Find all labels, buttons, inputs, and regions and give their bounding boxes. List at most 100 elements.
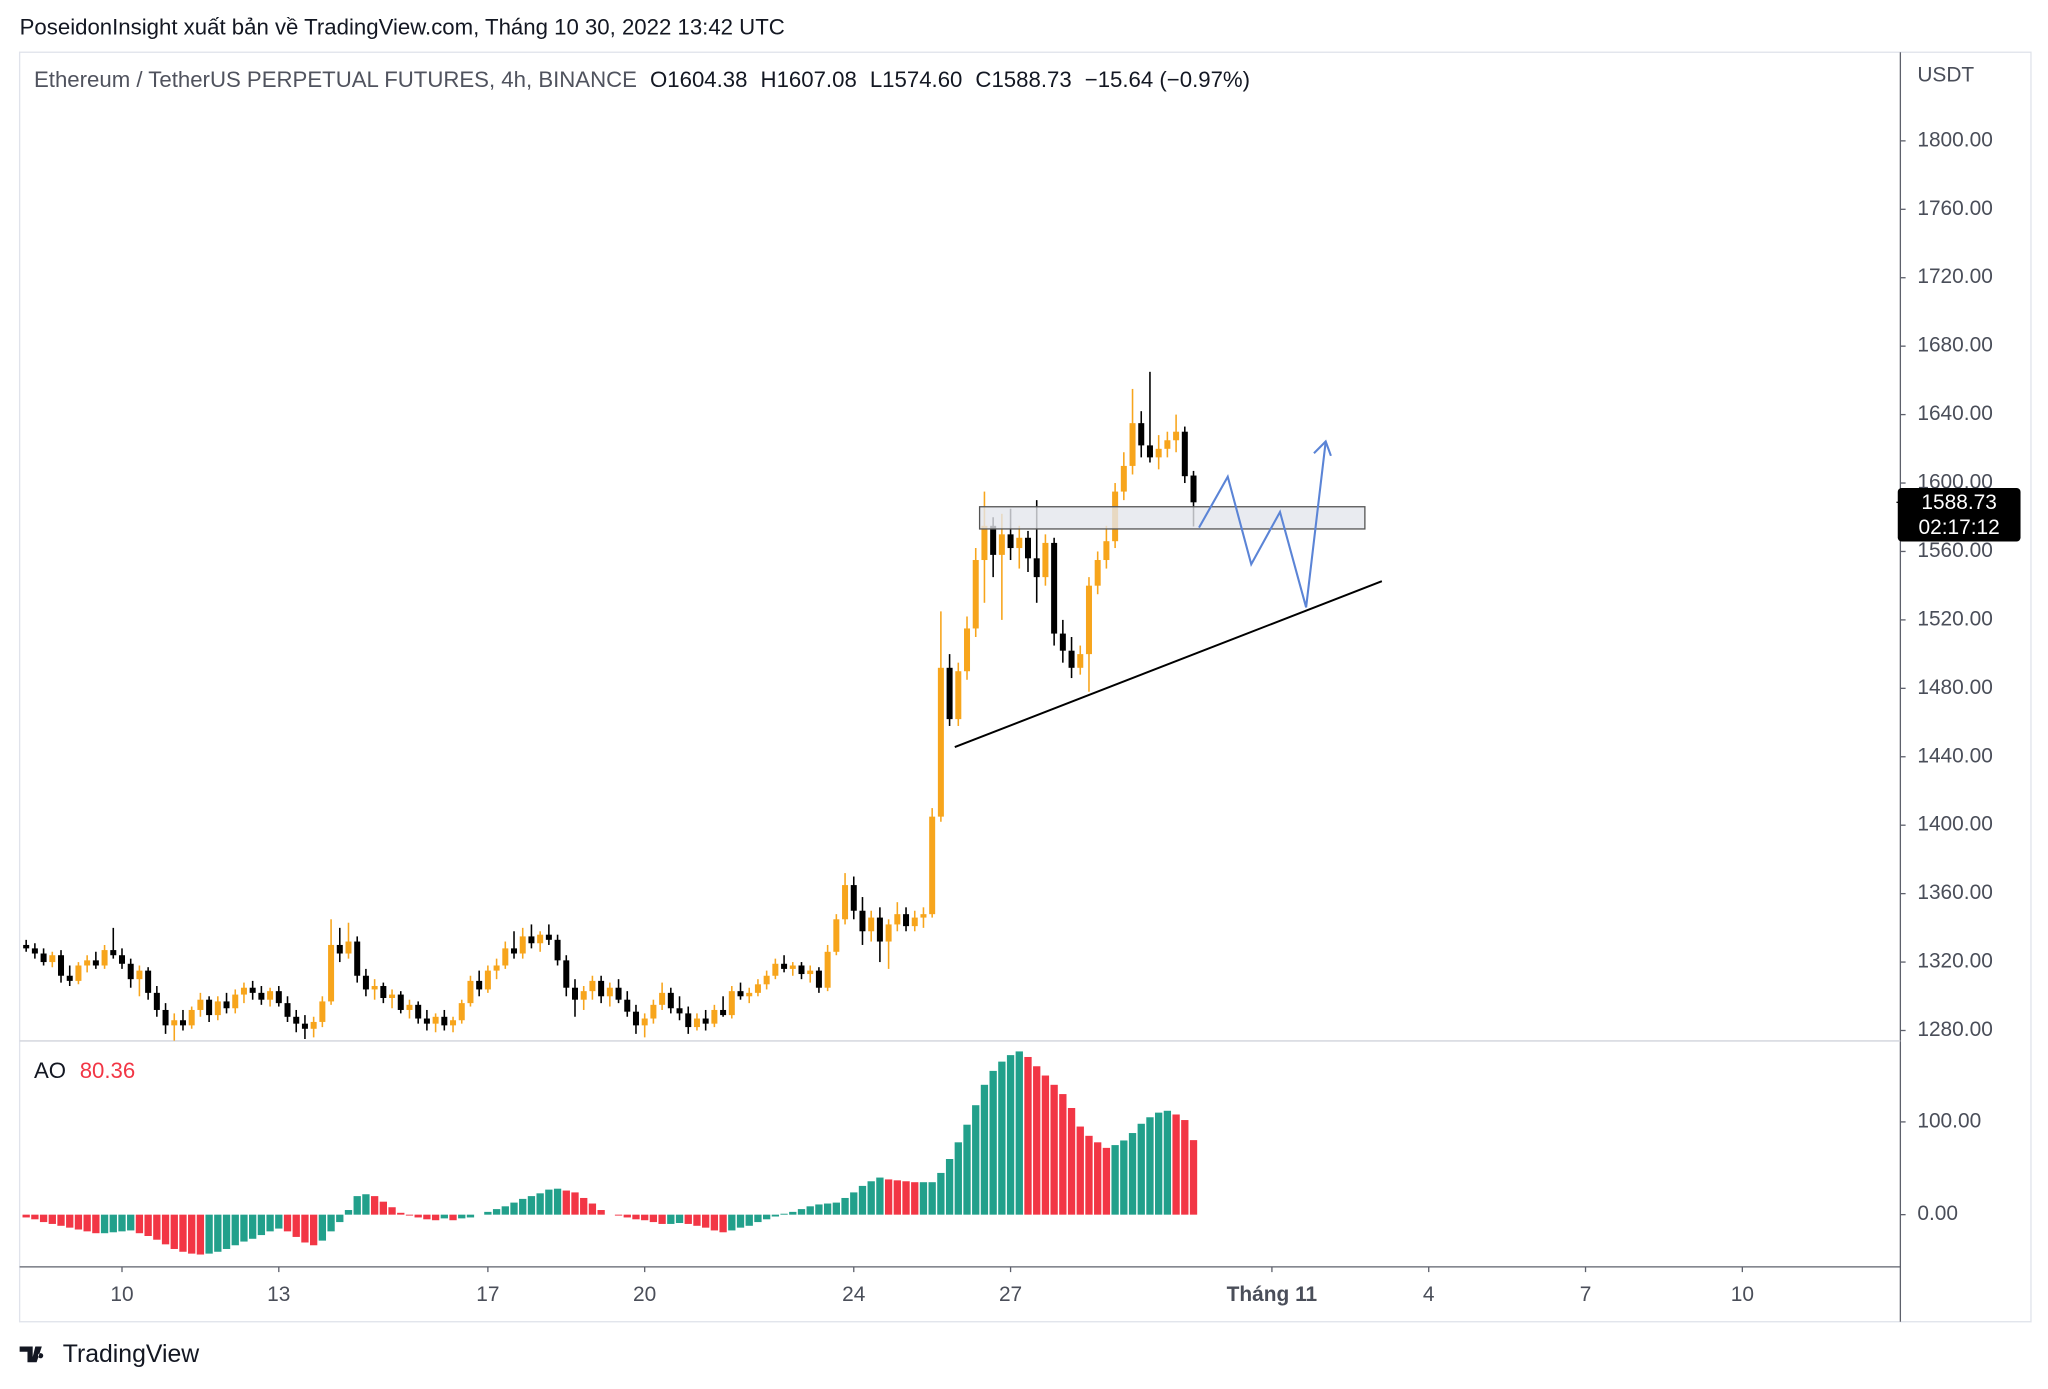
ao-bar [745, 1214, 753, 1226]
candle-body [197, 999, 204, 1010]
ao-bar [823, 1203, 832, 1215]
ao-bar [919, 1182, 928, 1215]
candle-body [981, 525, 988, 561]
ao-bar [614, 1214, 623, 1216]
ao-bar [188, 1214, 196, 1254]
ao-bar [48, 1214, 56, 1224]
candle-body [850, 885, 857, 911]
ao-bar [127, 1214, 135, 1231]
ao-bar [266, 1214, 274, 1232]
ao-bar [841, 1197, 849, 1215]
candle-body [206, 999, 213, 1016]
y-tick-label: 1760.00 [1917, 197, 1992, 220]
ao-bar [388, 1207, 396, 1215]
y-tick-label: 1360.00 [1917, 881, 1992, 904]
ao-bar [1189, 1140, 1198, 1215]
ao-bar [1181, 1120, 1189, 1215]
candle-body [589, 980, 596, 992]
countdown: 02:17:12 [1919, 516, 2000, 539]
y-tick-label: 1560.00 [1917, 539, 1992, 562]
candle-body [1146, 445, 1153, 458]
y-tick-label: 1480.00 [1917, 676, 1992, 699]
ao-bar [972, 1105, 980, 1215]
ao-bar [231, 1214, 239, 1246]
legend: Ethereum / TetherUS PERPETUAL FUTURES, 4… [34, 67, 1250, 92]
candle-body [641, 1018, 648, 1026]
candle-body [23, 944, 30, 949]
ao-bar [510, 1202, 518, 1215]
ao-bar [762, 1214, 771, 1220]
ao-bar [309, 1214, 318, 1246]
y-tick-label: 1640.00 [1917, 402, 1992, 425]
ao-bar [1137, 1123, 1145, 1215]
ao-bar [928, 1182, 936, 1215]
candle-body [972, 560, 979, 629]
ao-bar [632, 1214, 640, 1220]
ohlc-label: H [761, 67, 777, 92]
ao-bar [884, 1179, 893, 1215]
y-tick-label: 1720.00 [1917, 265, 1992, 288]
candle-body [458, 1003, 465, 1021]
candle-body [1033, 558, 1040, 578]
candle-body [728, 991, 735, 1016]
ao-bar [161, 1214, 170, 1245]
ao-bar [222, 1214, 231, 1249]
ao-bar [1041, 1075, 1050, 1215]
ohlc-value: 1574.60 [882, 67, 962, 92]
candle-body [171, 1020, 178, 1026]
ao-bar [989, 1070, 997, 1215]
candle-body [580, 991, 587, 1000]
candle-body [885, 924, 892, 942]
candle-body [685, 1013, 692, 1028]
candle-body [563, 960, 570, 988]
candle-body [450, 1020, 457, 1026]
ao-bar [100, 1214, 109, 1234]
ao-bar [1033, 1066, 1041, 1215]
candle-body [720, 1009, 727, 1016]
ao-bar [292, 1214, 300, 1237]
candle-body [807, 970, 814, 975]
candle-body [389, 994, 396, 998]
ao-bar [893, 1180, 901, 1215]
candle-body [153, 992, 160, 1010]
ao-bar [153, 1214, 161, 1240]
ao-bar [484, 1211, 492, 1215]
candle-body [537, 934, 544, 944]
ao-bar [397, 1212, 405, 1215]
candle-body [955, 671, 962, 720]
ao-bar [545, 1189, 553, 1215]
candle-body [1042, 542, 1049, 578]
candle-body [240, 987, 247, 995]
ao-bar [458, 1214, 466, 1219]
candle-body [1138, 423, 1145, 446]
ao-bar [850, 1192, 858, 1215]
candle-body [1051, 542, 1058, 634]
candle-body [911, 917, 918, 927]
candle-body [484, 970, 491, 990]
ao-bar [275, 1214, 283, 1229]
candle-body [1164, 440, 1171, 449]
ao-bar [214, 1214, 222, 1252]
candle-body [354, 941, 361, 976]
candle-body [624, 999, 631, 1012]
ao-bar [379, 1201, 387, 1215]
ao-bar [440, 1214, 448, 1219]
ao-bar [74, 1214, 83, 1230]
ao-bar [667, 1214, 675, 1224]
ao-bar [283, 1214, 292, 1232]
ao-bar [754, 1214, 762, 1223]
candle-body [380, 986, 387, 998]
ao-bar [1015, 1051, 1023, 1215]
ao-bar [876, 1177, 884, 1215]
ao-bar [527, 1196, 536, 1215]
ao-bar [780, 1213, 788, 1215]
ao-bar [1067, 1107, 1076, 1215]
candle-body [737, 991, 744, 997]
candle-body [345, 941, 352, 954]
candle-body [284, 1003, 291, 1017]
ao-bar [1076, 1126, 1084, 1215]
candle-body [798, 965, 805, 975]
ao-bar [466, 1214, 475, 1218]
ao-bar [414, 1214, 422, 1218]
